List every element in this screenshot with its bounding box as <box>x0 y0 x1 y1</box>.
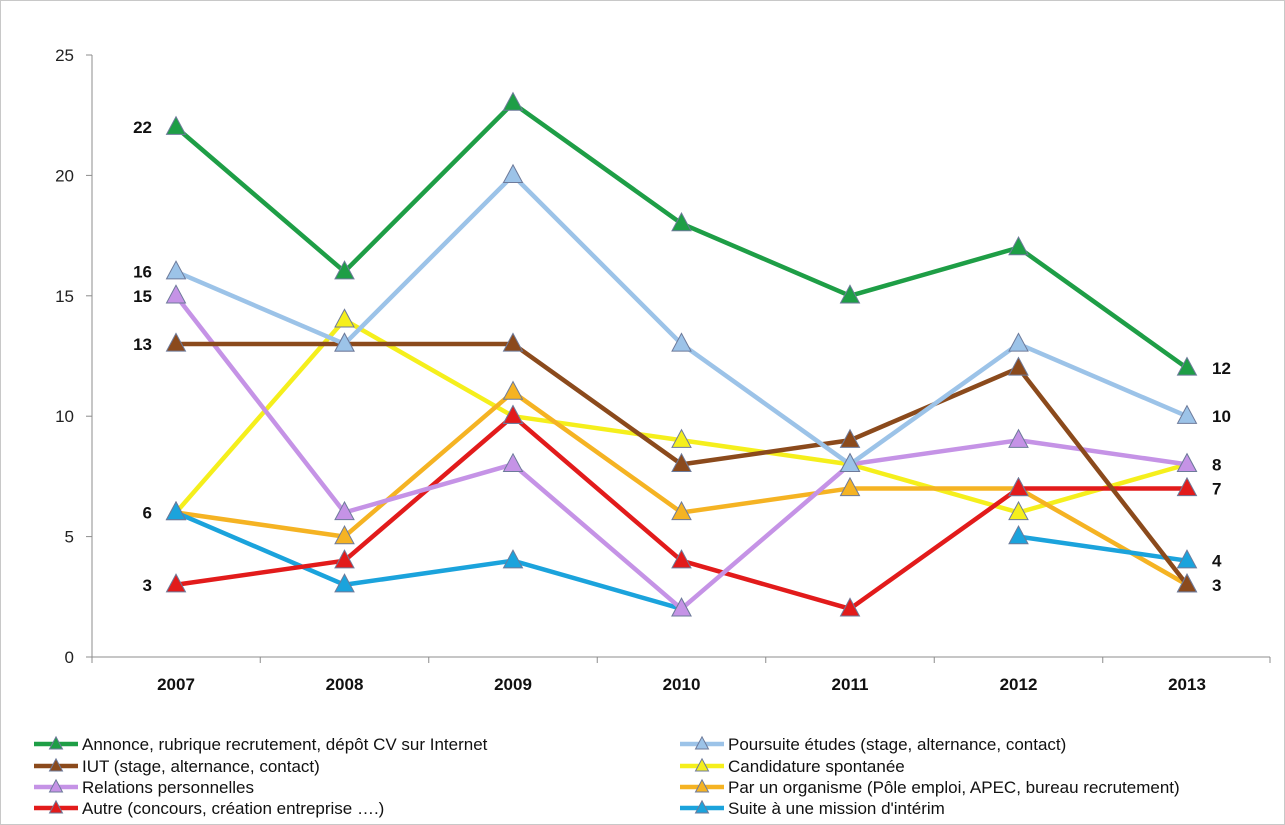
data-label-2007: 3 <box>143 576 152 595</box>
legend-entry-label: Suite à une mission d'intérim <box>728 799 945 818</box>
data-point-marker <box>1008 332 1029 352</box>
data-point-marker <box>1008 500 1029 521</box>
data-point-marker <box>1176 404 1198 424</box>
data-point-marker <box>165 115 187 135</box>
x-tick-label: 2009 <box>494 675 532 694</box>
data-point-marker <box>334 260 355 280</box>
data-point-marker <box>502 380 524 400</box>
axes: 0 5 10 15 20 25 2007 2008 2009 2010 2011 2012 2013 <box>55 46 1271 694</box>
data-point-marker <box>502 549 524 569</box>
legend-swatch-marker <box>48 778 64 793</box>
data-point-marker <box>1008 236 1029 256</box>
data-point-marker <box>502 91 524 111</box>
data-label-2007: 16 <box>133 263 152 282</box>
data-point-marker <box>839 452 861 472</box>
data-point-marker <box>1008 428 1029 448</box>
x-tick-label: 2008 <box>326 675 364 694</box>
legend-swatch-marker <box>694 778 710 793</box>
data-label-2007: 22 <box>133 118 152 137</box>
legend-entry-label: Candidature spontanée <box>728 757 905 776</box>
x-tick-label: 2012 <box>1000 675 1038 694</box>
y-tick-label: 20 <box>55 166 74 185</box>
data-point-marker <box>1008 476 1029 497</box>
legend-swatch-marker <box>48 799 64 814</box>
y-tick-label: 0 <box>65 648 74 667</box>
y-tick-label: 10 <box>55 407 74 426</box>
data-label-2013: 12 <box>1212 359 1231 378</box>
data-point-marker <box>334 308 355 328</box>
data-point-marker <box>671 549 692 569</box>
x-tick-label: 2011 <box>832 675 869 694</box>
legend: Annonce, rubrique recrutement, dépôt CV … <box>34 735 1180 818</box>
data-point-marker <box>334 332 355 352</box>
legend-swatch-marker <box>694 735 710 750</box>
x-tick-label: 2010 <box>663 675 701 694</box>
data-point-marker <box>671 500 692 521</box>
legend-entry-label: Par un organisme (Pôle emploi, APEC, bur… <box>728 778 1180 797</box>
data-point-marker <box>165 260 187 280</box>
data-point-marker <box>334 573 355 593</box>
series-line <box>1016 534 1190 563</box>
data-point-marker <box>334 525 355 545</box>
data-label-2013: 3 <box>1212 576 1221 595</box>
x-tick-label: 2007 <box>157 675 195 694</box>
data-point-marker <box>1176 452 1198 472</box>
legend-entry-label: IUT (stage, alternance, contact) <box>82 757 320 776</box>
legend-swatch-marker <box>694 757 710 772</box>
data-point-marker <box>839 428 861 448</box>
data-label-2013: 8 <box>1212 455 1221 474</box>
series-markers <box>165 91 1198 617</box>
data-label-2013: 4 <box>1212 552 1222 571</box>
data-label-2013: 10 <box>1212 407 1231 426</box>
data-point-marker <box>1176 549 1198 569</box>
data-point-marker <box>334 549 355 569</box>
legend-swatch-marker <box>48 735 64 750</box>
data-point-marker <box>671 428 692 448</box>
data-point-marker <box>502 332 524 352</box>
y-tick-label: 25 <box>55 46 74 65</box>
data-point-marker <box>502 163 524 184</box>
legend-swatch-marker <box>694 799 710 814</box>
data-point-marker <box>165 332 187 352</box>
data-point-marker <box>1176 573 1198 593</box>
data-point-marker <box>1008 356 1029 376</box>
data-label-2007: 15 <box>133 287 152 306</box>
data-point-marker <box>165 284 187 304</box>
legend-entry-label: Annonce, rubrique recrutement, dépôt CV … <box>82 735 488 754</box>
data-point-marker <box>671 597 692 617</box>
legend-entry-label: Autre (concours, création entreprise ….) <box>82 799 384 818</box>
legend-entry-label: Relations personnelles <box>82 778 254 797</box>
data-point-marker <box>334 500 355 521</box>
data-label-2007: 6 <box>143 504 152 523</box>
data-point-marker <box>502 452 524 472</box>
data-label-2007: 13 <box>133 335 152 354</box>
series-line <box>173 510 684 612</box>
data-point-marker <box>839 476 861 497</box>
data-point-marker <box>671 211 692 232</box>
data-labels: 22 16 15 13 6 3 12 10 8 7 4 3 <box>133 118 1231 595</box>
data-point-marker <box>502 404 524 424</box>
data-point-marker <box>839 284 861 304</box>
legend-swatch-marker <box>48 757 64 772</box>
data-point-marker <box>165 573 187 593</box>
data-point-marker <box>1176 356 1198 376</box>
y-tick-label: 15 <box>55 287 74 306</box>
data-point-marker <box>165 500 187 521</box>
data-point-marker <box>1176 476 1198 497</box>
data-point-marker <box>671 452 692 472</box>
data-point-marker <box>839 597 861 617</box>
x-tick-label: 2013 <box>1168 675 1206 694</box>
y-tick-label: 5 <box>65 528 74 547</box>
data-label-2013: 7 <box>1212 479 1221 498</box>
data-point-marker <box>671 332 692 352</box>
data-point-marker <box>1008 525 1029 545</box>
legend-entry-label: Poursuite études (stage, alternance, con… <box>728 735 1066 754</box>
